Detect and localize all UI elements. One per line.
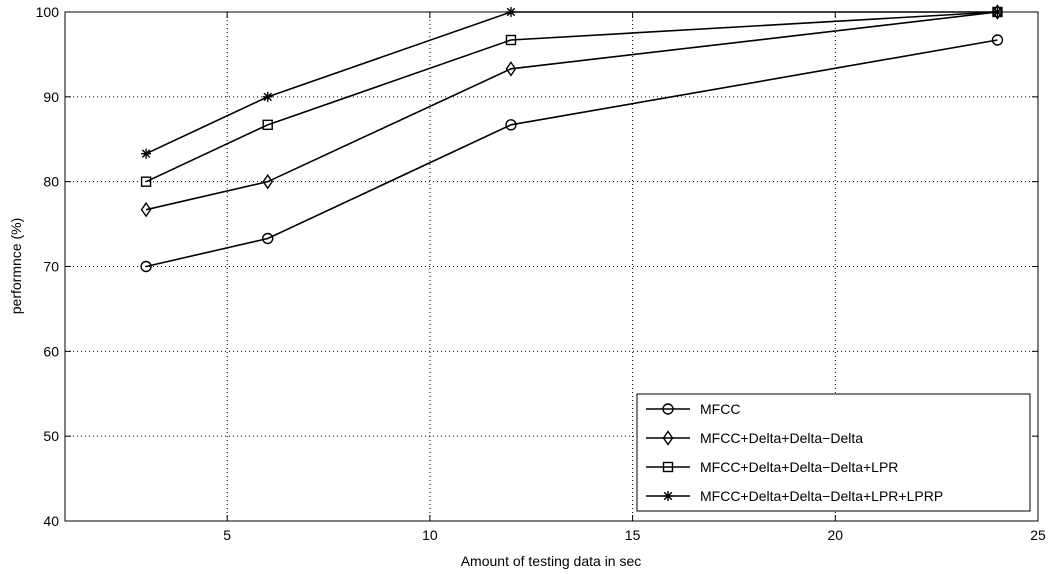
legend: MFCC MFCC+Delta+Delta−Delta MFCC+Delta+Del… bbox=[636, 393, 1031, 512]
legend-label: MFCC+Delta+Delta−Delta+LPR bbox=[700, 459, 898, 475]
legend-marker-star bbox=[663, 491, 673, 501]
legend-item: MFCC+Delta+Delta−Delta+LPR+LPRP bbox=[646, 488, 943, 504]
series-line bbox=[145, 11, 998, 183]
legend-marker-square bbox=[662, 461, 674, 473]
y-tick-label: 50 bbox=[43, 428, 59, 444]
data-point-diamond bbox=[262, 173, 274, 190]
y-tick-label: 70 bbox=[43, 259, 59, 275]
data-point-diamond bbox=[505, 61, 517, 77]
y-tick-label: 90 bbox=[43, 89, 59, 105]
y-axis-title: performnce (%) bbox=[8, 218, 24, 314]
data-point-star bbox=[992, 7, 1003, 17]
data-point-square bbox=[505, 34, 517, 46]
series-circle bbox=[140, 34, 1004, 273]
series-group bbox=[140, 4, 1004, 273]
y-tick-label: 80 bbox=[43, 174, 59, 190]
x-tick-label: 25 bbox=[1030, 527, 1046, 543]
legend-item: MFCC bbox=[646, 401, 740, 417]
legend-item: MFCC+Delta+Delta−Delta+LPR bbox=[646, 459, 898, 475]
x-tick-label: 10 bbox=[422, 527, 438, 543]
y-tick-label: 40 bbox=[43, 513, 59, 529]
data-point-circle bbox=[140, 260, 152, 273]
legend-item: MFCC+Delta+Delta−Delta bbox=[646, 430, 863, 446]
data-point-star bbox=[505, 7, 516, 17]
x-tick-label: 20 bbox=[828, 527, 844, 543]
data-point-circle bbox=[505, 119, 517, 131]
legend-marker-circle bbox=[662, 403, 674, 415]
legend-marker-diamond bbox=[662, 430, 674, 446]
data-point-square bbox=[140, 176, 152, 187]
data-point-circle bbox=[262, 232, 274, 245]
data-point-star bbox=[262, 91, 273, 102]
data-point-circle bbox=[991, 34, 1004, 46]
legend-label: MFCC+Delta+Delta−Delta bbox=[700, 430, 863, 446]
series-line bbox=[145, 11, 998, 155]
legend-label: MFCC+Delta+Delta−Delta+LPR+LPRP bbox=[700, 488, 943, 504]
x-axis-title: Amount of testing data in sec bbox=[461, 553, 642, 569]
series-line bbox=[145, 39, 998, 268]
series-line bbox=[145, 11, 998, 211]
y-tick-label: 60 bbox=[43, 343, 59, 359]
data-point-square bbox=[262, 119, 273, 131]
x-tick-label: 15 bbox=[625, 527, 641, 543]
y-tick-label: 100 bbox=[36, 4, 60, 20]
data-point-star bbox=[141, 148, 152, 159]
legend-box bbox=[636, 393, 1031, 512]
series-star bbox=[141, 7, 1003, 159]
legend-label: MFCC bbox=[700, 401, 740, 417]
axes: 5 10 15 20 25 40 50 60 70 80 90 100 bbox=[36, 4, 1046, 543]
data-point-diamond bbox=[140, 201, 152, 218]
x-tick-label: 5 bbox=[223, 527, 231, 543]
